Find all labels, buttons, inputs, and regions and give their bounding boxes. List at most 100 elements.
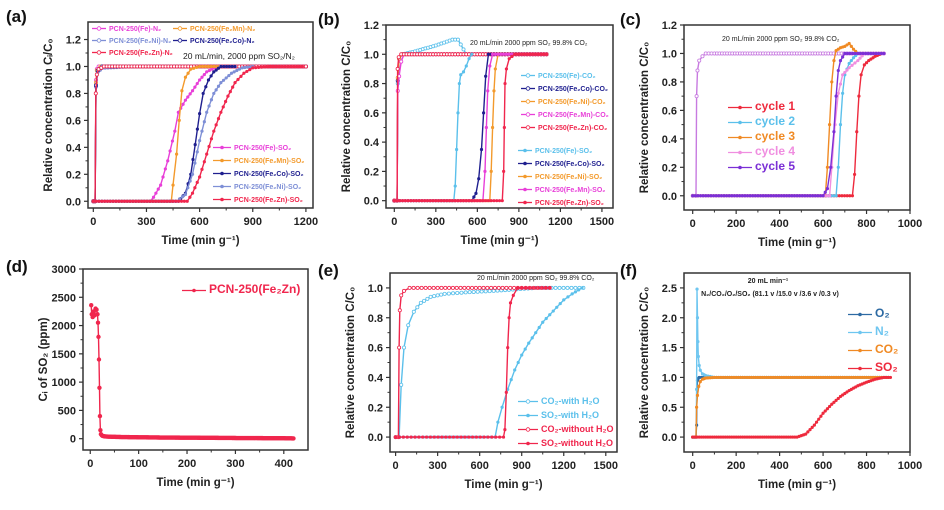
data-point <box>91 199 95 203</box>
data-point <box>489 285 494 290</box>
series-markers <box>91 64 219 203</box>
data-point <box>537 286 541 290</box>
x-axis-title: Time (min g⁻¹) <box>161 235 239 247</box>
data-point <box>206 64 211 69</box>
data-point <box>216 66 221 70</box>
x-axis-title: Time (min g⁻¹) <box>460 235 538 247</box>
data-point <box>200 75 204 79</box>
data-point <box>473 285 478 290</box>
data-point <box>523 52 527 56</box>
data-point <box>496 52 500 56</box>
legend-label: PCN-250(Fe₂Ni)-N₂ <box>109 38 171 45</box>
data-point <box>157 199 161 203</box>
data-point <box>829 165 833 169</box>
data-point <box>210 67 214 71</box>
data-point <box>431 199 435 203</box>
data-point <box>471 435 475 439</box>
panel-label: (c) <box>620 10 641 29</box>
data-point <box>467 57 471 61</box>
data-point <box>475 199 479 203</box>
data-point <box>832 400 836 404</box>
plot-area <box>691 287 893 439</box>
data-point <box>216 84 221 88</box>
data-point <box>232 70 236 74</box>
legend-item: PCN-250(Fe₂Zn) <box>182 282 300 296</box>
data-point <box>198 64 202 69</box>
data-point <box>453 184 457 188</box>
series-line <box>394 53 547 202</box>
data-point <box>94 199 98 203</box>
data-point <box>185 199 189 203</box>
legend-item: PCN-250(Fe)-N₂ <box>92 26 161 33</box>
data-point <box>511 293 515 297</box>
data-point <box>719 194 723 198</box>
legend-item: PCN-250(Fe₂Ni)-SO₂ <box>213 184 301 191</box>
data-point <box>174 152 179 156</box>
data-point <box>418 300 423 305</box>
data-point <box>277 64 281 69</box>
y-tick-label: 1.2 <box>364 20 379 32</box>
x-tick-label: 1200 <box>294 216 318 228</box>
legend-marker <box>738 105 742 110</box>
data-point <box>300 64 304 69</box>
data-point <box>455 435 459 439</box>
data-point <box>186 95 190 99</box>
y-tick-label: 2.0 <box>662 313 677 325</box>
legend-label: SO₂-with H₂O <box>541 410 599 420</box>
data-point <box>176 110 180 114</box>
x-tick-label: 900 <box>510 216 528 228</box>
data-point <box>851 56 856 60</box>
x-tick-label: 0 <box>90 216 96 228</box>
data-point <box>537 325 541 330</box>
series-line <box>90 305 294 440</box>
plot-frame <box>683 272 911 453</box>
data-point <box>97 199 101 203</box>
x-tick-label: 1500 <box>590 216 614 228</box>
x-tick-label: 600 <box>814 218 832 230</box>
legend-marker <box>738 135 742 140</box>
legend-marker <box>220 145 224 150</box>
data-point <box>394 435 398 439</box>
data-point <box>800 194 804 198</box>
data-point <box>464 64 468 68</box>
data-point <box>481 111 486 115</box>
x-tick-label: 200 <box>727 218 745 230</box>
data-point <box>198 112 202 116</box>
data-point <box>753 194 757 198</box>
plot-area <box>89 303 296 441</box>
x-tick-label: 600 <box>468 216 486 228</box>
data-point <box>450 285 455 290</box>
data-point <box>423 199 427 203</box>
legend-marker <box>523 174 527 179</box>
annotation: 20 mL/min 2000 ppm SO₂ 99.8% CO₂ <box>477 275 595 282</box>
data-point <box>484 199 488 203</box>
data-point <box>219 81 223 85</box>
data-point <box>444 435 448 439</box>
data-point <box>694 94 699 99</box>
data-point <box>415 285 420 290</box>
data-point <box>573 290 578 294</box>
data-point <box>397 345 402 350</box>
data-point <box>245 65 250 69</box>
y-tick-label: 0.0 <box>662 432 677 444</box>
data-point <box>214 123 218 127</box>
data-point <box>395 199 399 203</box>
data-point <box>518 52 522 56</box>
data-point <box>439 292 444 297</box>
data-point <box>154 191 158 195</box>
legend-marker <box>177 38 183 43</box>
data-point <box>459 199 463 203</box>
plot-frame <box>87 21 314 209</box>
y-tick-label: 0.4 <box>364 137 380 149</box>
data-point <box>93 91 98 96</box>
data-point <box>855 130 859 134</box>
data-point <box>857 94 861 98</box>
annotation-flow: 20 mL min⁻¹ <box>748 278 789 285</box>
data-point <box>205 152 209 156</box>
panel-label: (b) <box>318 10 340 29</box>
data-point <box>888 375 893 380</box>
data-point <box>292 64 296 69</box>
data-point <box>577 288 581 292</box>
data-point <box>562 298 566 302</box>
